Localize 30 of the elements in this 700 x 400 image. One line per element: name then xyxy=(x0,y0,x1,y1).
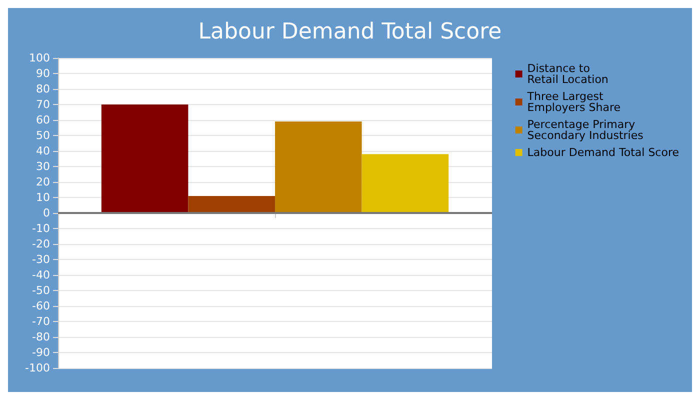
y-tick-label: -40 xyxy=(32,268,50,282)
y-tick-label: -10 xyxy=(32,222,50,235)
y-tick-label: 90 xyxy=(36,67,50,80)
legend-label: Percentage Primary Secondary Industries xyxy=(527,118,644,142)
y-tick-label: 70 xyxy=(36,98,50,111)
legend-label: Labour Demand Total Score xyxy=(527,146,680,159)
y-tick-label: 10 xyxy=(36,191,50,204)
bar xyxy=(362,154,449,213)
y-tick-label: 100 xyxy=(29,52,50,64)
legend-label: Three Largest Employers Share xyxy=(526,90,621,114)
y-tick-label: -50 xyxy=(32,284,50,297)
chart-title: Labour Demand Total Score xyxy=(198,20,502,44)
bar xyxy=(188,196,275,213)
y-tick-label: -20 xyxy=(32,238,50,250)
legend-label: Distance to Retail Location xyxy=(527,62,608,86)
y-tick-label: 50 xyxy=(36,129,50,142)
y-tick-label: 20 xyxy=(36,176,50,188)
y-tick-label: -80 xyxy=(32,330,50,344)
y-tick-label: -30 xyxy=(32,253,50,266)
y-tick-label: -60 xyxy=(32,300,50,312)
y-tick-label: 80 xyxy=(36,82,50,96)
bar xyxy=(275,122,362,213)
bar xyxy=(101,104,188,213)
y-tick-label: -100 xyxy=(25,362,50,374)
y-tick-label: -90 xyxy=(32,346,50,359)
y-tick-label: 0 xyxy=(43,206,50,220)
y-tick-label: -70 xyxy=(32,315,50,328)
y-tick-label: 30 xyxy=(36,160,50,173)
y-tick-label: 40 xyxy=(36,144,50,158)
y-tick-label: 60 xyxy=(36,114,50,126)
